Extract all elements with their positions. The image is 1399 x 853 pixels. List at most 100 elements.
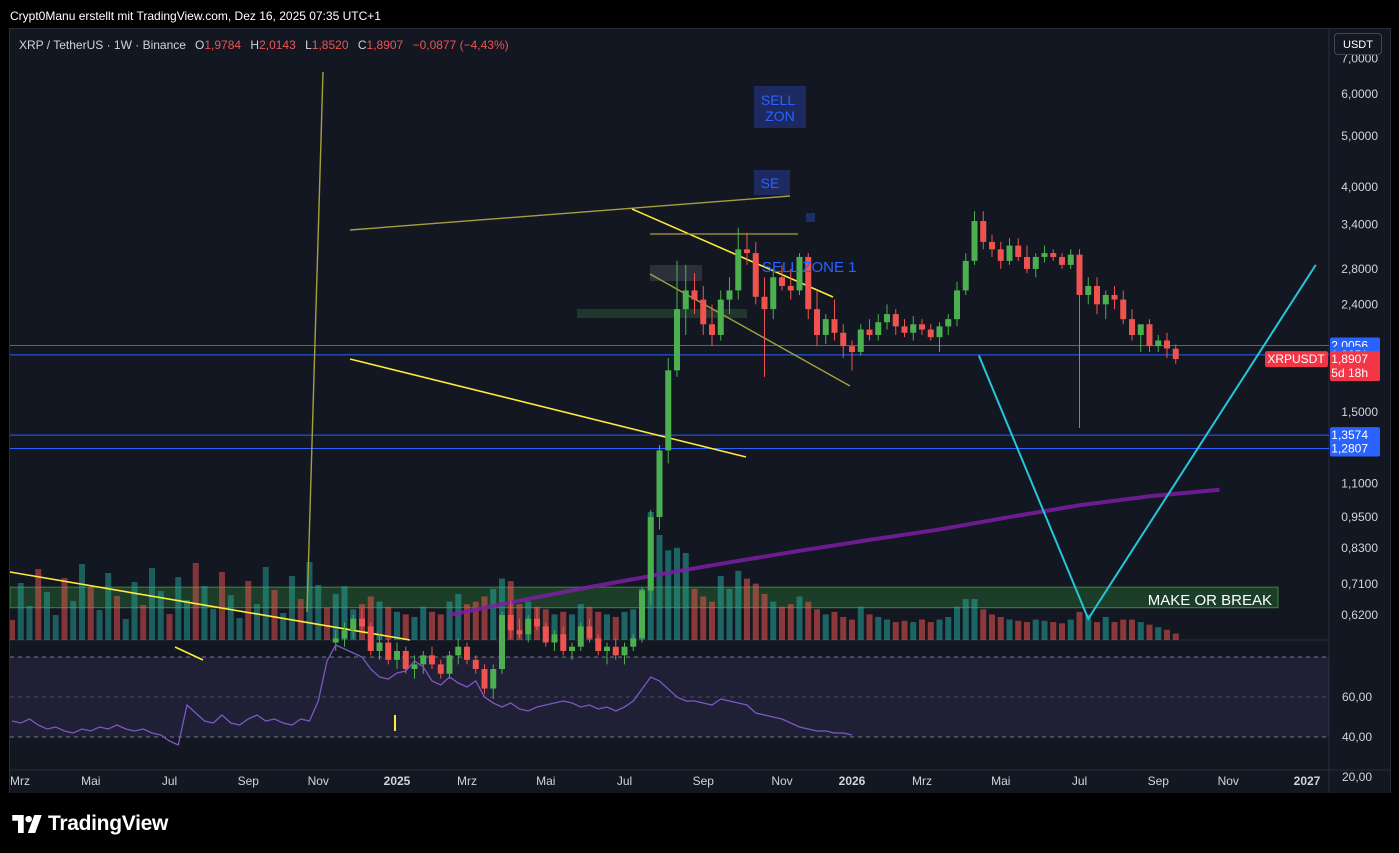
volume-bar [717,576,724,640]
candle-body [656,450,663,518]
volume-bar [919,619,925,640]
volume-bar [341,586,348,640]
price-tick-label: 2,8000 [1341,262,1378,276]
candle-body [464,646,470,660]
volume-bar [560,611,567,640]
ma-200-line [449,487,1220,617]
small-marker-box [806,213,815,222]
volume-bar [1041,620,1048,640]
volume-bar [219,572,225,640]
volume-bar [962,599,969,640]
candle-body [735,249,742,291]
volume-bar [17,583,24,640]
candle-body [446,655,453,674]
legend-high: 2,0143 [259,38,296,52]
candle-body [849,346,855,352]
volume-bar [805,601,812,640]
candle-body [962,260,969,291]
volume-bar [831,611,838,640]
long-downtrend-line [10,571,411,641]
candle-body [647,517,654,591]
volume-bar [472,601,479,640]
candle-body [980,221,987,242]
volume-bar [936,619,943,640]
volume-bar [52,615,59,640]
time-tick-label: Mrz [457,774,477,788]
volume-bar [254,604,260,640]
volume-bar [464,604,470,640]
candle-body [385,642,392,660]
candle-body [892,314,899,327]
legend-open: 1,9784 [204,38,241,52]
candle-body [717,299,724,335]
price-tick-label: 0,9500 [1341,510,1378,524]
volume-bar [875,616,882,640]
volume-bar [814,609,820,640]
candle-body [1111,294,1118,300]
price-tick-label: 0,6200 [1341,608,1378,622]
candle-body [604,646,610,652]
sell-zon-label-1: SELL [761,92,795,108]
volume-bar [779,606,785,640]
price-tick-label: 0,8300 [1341,541,1378,555]
legend-symbol: XRP / TetherUS · 1W · Binance [19,38,186,52]
legend-close: 1,8907 [367,38,404,52]
candle-body [1146,324,1153,347]
volume-bar [262,567,269,640]
volume-bar [70,601,77,640]
last-price-tag: 1,8907 [1331,352,1368,366]
candle-body [1085,285,1092,295]
volume-bar [752,583,759,640]
candle-body [682,290,689,310]
time-tick-label: 2025 [384,774,411,788]
volume-bar [709,601,715,640]
price-tick-label: 2,4000 [1341,297,1378,311]
candle-body [1129,319,1135,335]
time-tick-label: Mai [536,774,555,788]
volume-bar [306,562,313,640]
volume-bar [411,616,418,640]
candle-body [612,646,619,656]
volume-bar [297,599,304,640]
currency-button[interactable]: USDT [1334,33,1382,55]
chart-pane[interactable]: MAKE OR BREAK SELL ZON SE SELL ZONE 1 7,000… [9,28,1391,794]
candle-body [665,370,672,451]
volume-bar [437,614,444,640]
volume-bar [910,622,917,640]
volume-bar [656,535,663,640]
time-tick-label: Sep [238,774,260,788]
volume-bar [114,596,120,640]
volume-bar [157,591,164,640]
candle-body [525,618,532,635]
volume-bar [201,586,208,640]
candle-body [779,277,785,286]
candle-body [1076,254,1083,295]
tradingview-logo-text: TradingView [48,812,169,835]
time-tick-label: Sep [693,774,715,788]
volume-bar [682,552,689,640]
candle-body [1024,256,1030,269]
candle-body [945,319,952,327]
price-tick-label: 4,0000 [1341,180,1378,194]
rsi-line [11,644,853,746]
volume-bar [1032,619,1039,640]
se-box [754,170,790,195]
volume-bar [175,577,182,640]
volume-bar [997,616,1004,640]
candle-body [1050,253,1057,257]
volume-bar [1120,619,1127,640]
time-tick-label: 2026 [839,774,866,788]
time-tick-label: Sep [1148,774,1170,788]
candle-body [595,638,602,652]
candle-body [577,626,584,647]
volume-bar [1076,611,1083,640]
volume-bar [621,611,628,640]
tradingview-logo[interactable]: TradingView [12,812,168,836]
candle-body [857,329,864,352]
volume-bar [595,611,602,640]
rsi-tick-label: 20,00 [1342,770,1372,784]
volume-bar [577,604,584,640]
volume-bar [612,616,619,640]
candle-body [455,646,462,656]
